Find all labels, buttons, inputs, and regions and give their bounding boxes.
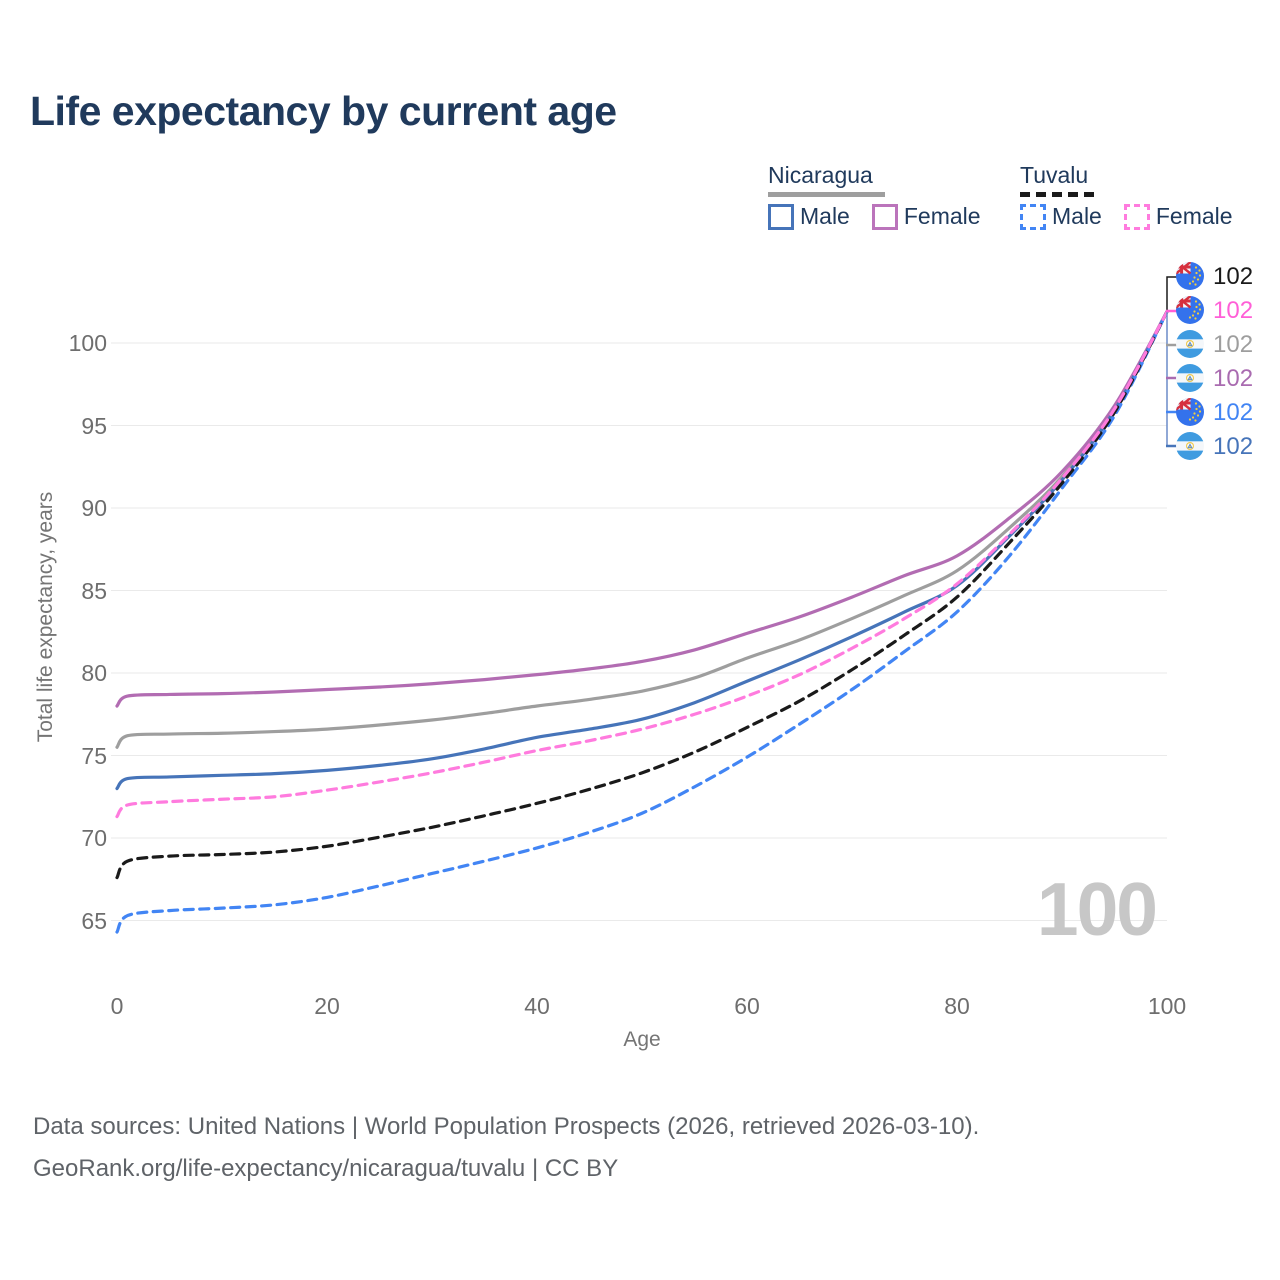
nicaragua-flag-icon [1176, 330, 1204, 359]
y-tick-label: 70 [81, 825, 107, 851]
y-tick-label: 80 [81, 660, 107, 686]
tuvalu-flag-icon [1176, 296, 1204, 325]
legend-item-label: Male [1052, 203, 1102, 229]
y-tick-label: 95 [81, 412, 107, 439]
end-label-nicaragua-both[interactable]: 102 [1176, 330, 1253, 360]
legend-item-label: Female [1155, 203, 1233, 229]
legend-item-nicaragua-female[interactable]: Female [871, 203, 981, 230]
x-tick-label: 100 [1147, 993, 1187, 1019]
footer-attribution: Data sources: United Nations | World Pop… [33, 1106, 979, 1190]
nicaragua-flag-icon [1176, 432, 1204, 461]
series-line-tuvalu-male[interactable] [115, 310, 1169, 934]
series-line-nicaragua-male[interactable] [115, 310, 1169, 791]
tuvalu-line-style-sample [1020, 192, 1100, 197]
page-title: Life expectancy by current age [30, 88, 617, 134]
legend-country-tuvalu[interactable]: Tuvalu [1020, 162, 1089, 188]
legend-items-tuvalu: Male Female [1020, 203, 1233, 230]
series-line-nicaragua-both-sexes[interactable] [115, 310, 1169, 749]
end-value: 102 [1213, 399, 1254, 426]
x-tick-label: 20 [314, 993, 340, 1019]
x-tick-label: 40 [524, 993, 550, 1019]
x-tick-label: 60 [734, 993, 760, 1019]
legend-country-nicaragua[interactable]: Nicaragua [768, 162, 873, 188]
end-value: 102 [1213, 297, 1254, 324]
end-value: 102 [1213, 365, 1254, 392]
y-tick-label: 85 [81, 577, 107, 604]
series-line-tuvalu-both-sexes[interactable] [115, 310, 1169, 880]
legend-item-tuvalu-male[interactable]: Male [1020, 203, 1102, 230]
nicaragua-male-swatch-icon [768, 203, 794, 230]
end-value: 102 [1213, 263, 1254, 290]
legend-items-nicaragua: Male Female [768, 203, 981, 230]
nicaragua-female-swatch-icon [871, 203, 898, 230]
data-sources-line: Data sources: United Nations | World Pop… [33, 1113, 980, 1140]
legend-item-label: Female [903, 203, 981, 229]
legend-item-label: Male [800, 203, 850, 229]
legend-group-nicaragua: Nicaragua [768, 162, 885, 197]
y-tick-label: 100 [68, 330, 107, 356]
y-axis-title: Total life expectancy, years [34, 491, 57, 743]
end-value: 102 [1213, 433, 1254, 460]
y-tick-label: 90 [81, 495, 107, 521]
legend-group-tuvalu: Tuvalu [1020, 162, 1100, 197]
tuvalu-female-swatch-icon [1123, 203, 1150, 230]
source-url-line[interactable]: GeoRank.org/life-expectancy/nicaragua/tu… [33, 1155, 619, 1182]
x-axis-title: Age [623, 1028, 661, 1051]
x-tick-label: 80 [944, 993, 970, 1019]
end-label-tuvalu-female[interactable]: 102 [1176, 296, 1253, 326]
series-line-nicaragua-female[interactable] [115, 310, 1169, 708]
end-label-tuvalu-male[interactable]: 102 [1176, 398, 1253, 428]
tuvalu-flag-icon [1176, 398, 1204, 427]
y-tick-label: 75 [81, 742, 107, 769]
x-tick-label: 0 [110, 993, 124, 1019]
end-label-nicaragua-female[interactable]: 102 [1176, 364, 1253, 394]
tuvalu-flag-icon [1176, 262, 1204, 291]
series-line-tuvalu-female[interactable] [115, 310, 1169, 819]
nicaragua-flag-icon [1176, 364, 1204, 393]
leader-line [1166, 276, 1177, 311]
end-value: 102 [1213, 331, 1254, 358]
tuvalu-male-swatch-icon [1020, 203, 1046, 230]
age-watermark: 100 [1036, 867, 1158, 951]
end-label-tuvalu-both[interactable]: 102 [1176, 262, 1253, 292]
legend-item-tuvalu-female[interactable]: Female [1123, 203, 1233, 230]
legend-item-nicaragua-male[interactable]: Male [768, 203, 850, 230]
y-tick-label: 65 [81, 907, 107, 934]
end-label-nicaragua-male[interactable]: 102 [1176, 432, 1253, 462]
nicaragua-line-style-sample [768, 192, 885, 197]
